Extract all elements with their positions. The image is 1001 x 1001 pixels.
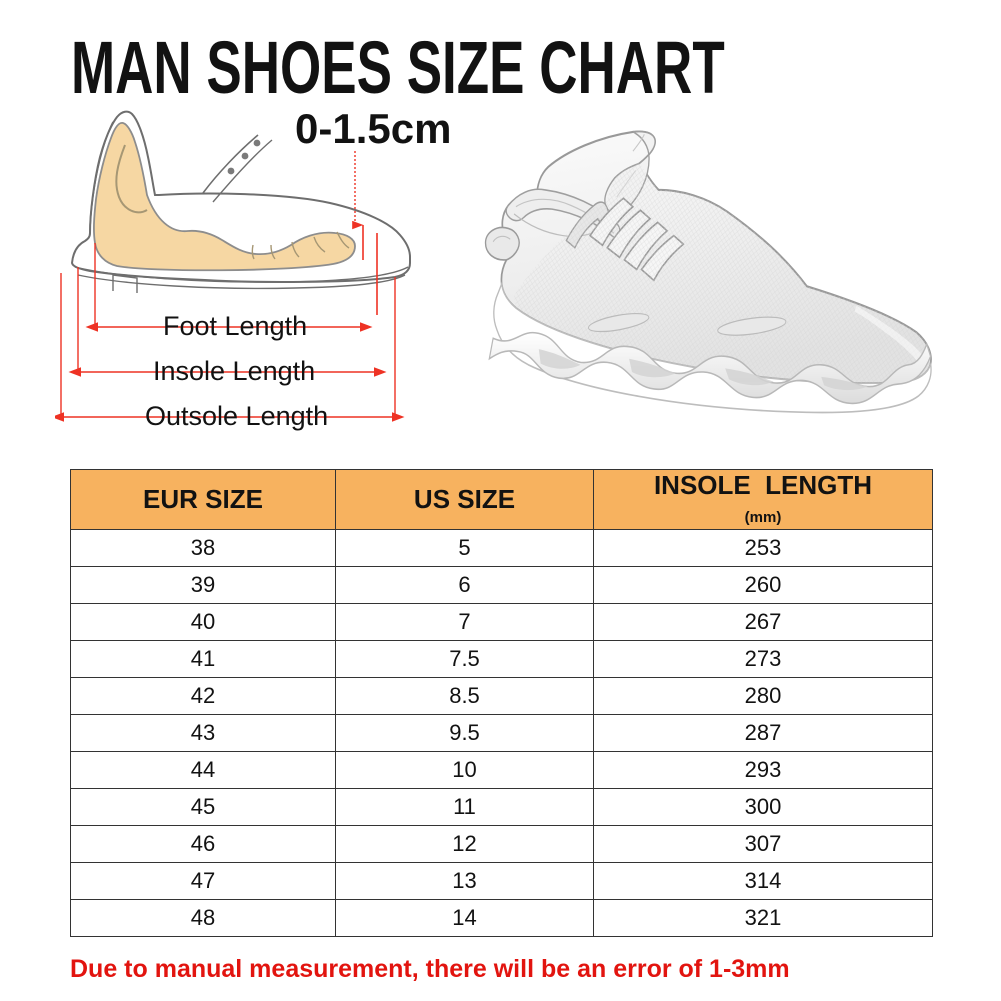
svg-text:Foot Length: Foot Length: [163, 311, 307, 341]
svg-text:Outsole Length: Outsole Length: [145, 401, 328, 431]
svg-text:0-1.5cm: 0-1.5cm: [295, 105, 451, 152]
svg-text:Insole Length: Insole Length: [153, 356, 315, 386]
